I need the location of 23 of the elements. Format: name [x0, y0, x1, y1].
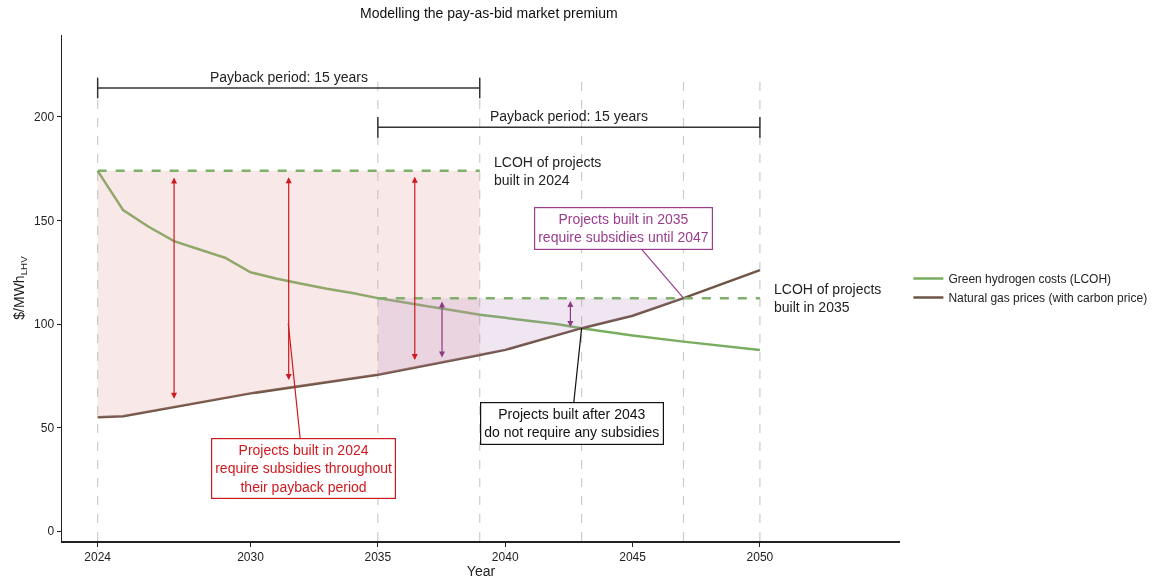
- chart-title: Modelling the pay-as-bid market premium: [360, 5, 618, 22]
- y-tick-label: 0: [47, 524, 55, 539]
- y-tick-label: 100: [34, 317, 55, 332]
- x-axis-title: Year: [466, 563, 496, 579]
- series-label: Payback period: 15 years: [490, 108, 648, 124]
- y-tick-label: 200: [34, 110, 55, 125]
- legend-label: Green hydrogen costs (LCOH): [948, 272, 1112, 287]
- x-tick-label: 2035: [364, 549, 392, 564]
- legend-label: Natural gas prices (with carbon price): [948, 291, 1148, 306]
- x-tick-label: 2045: [619, 549, 647, 564]
- annotation: Projects built in 2035 require subsidies until 2047: [538, 211, 709, 246]
- y-tick-label: 50: [40, 420, 55, 435]
- line-series: [96, 169, 762, 352]
- series-label: LCOH of projects built in 2024: [494, 154, 602, 189]
- x-tick-label: 2024: [84, 549, 112, 564]
- series-label: Payback period: 15 years: [210, 69, 368, 85]
- x-tick-label: 2040: [491, 549, 519, 564]
- annotation: Projects built after 2043 do not require any subsidies: [484, 406, 660, 441]
- x-tick-label: 2030: [237, 549, 265, 564]
- series-label: LCOH of projects built in 2035: [774, 281, 882, 316]
- annotation: Projects built in 2024 require subsidies throughout their payback period: [215, 442, 392, 495]
- x-tick-label: 2050: [746, 549, 774, 564]
- y-tick-label: 150: [34, 213, 55, 228]
